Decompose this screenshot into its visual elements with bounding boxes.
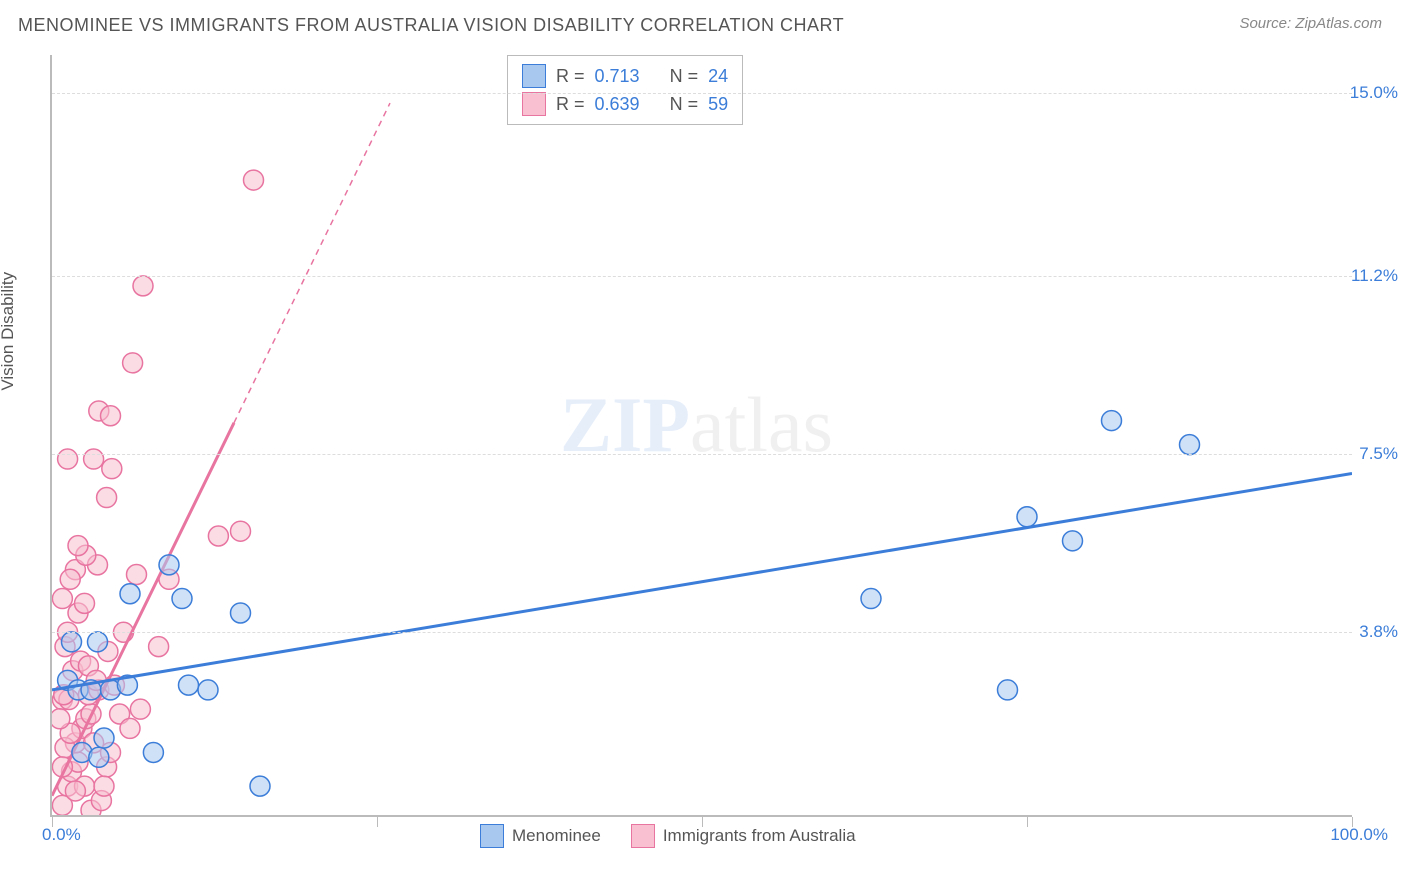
n-label: N = xyxy=(670,66,699,87)
legend-swatch-blue xyxy=(522,64,546,88)
legend-bottom: Menominee Immigrants from Australia xyxy=(480,824,856,848)
y-tick-label: 11.2% xyxy=(1351,266,1398,286)
n-label: N = xyxy=(670,94,699,115)
r-label: R = xyxy=(556,66,585,87)
legend-swatch-pink xyxy=(631,824,655,848)
legend-item-blue: Menominee xyxy=(480,824,601,848)
blue-n-value[interactable]: 24 xyxy=(708,66,728,87)
legend-item-pink: Immigrants from Australia xyxy=(631,824,856,848)
source-label: Source: ZipAtlas.com xyxy=(1239,15,1382,32)
x-tick-label: 100.0% xyxy=(1330,825,1388,845)
pink-r-value[interactable]: 0.639 xyxy=(595,94,640,115)
y-tick-label: 15.0% xyxy=(1350,83,1398,103)
legend-pink-label: Immigrants from Australia xyxy=(663,826,856,846)
chart-title: MENOMINEE VS IMMIGRANTS FROM AUSTRALIA V… xyxy=(18,15,844,36)
x-tick-label: 0.0% xyxy=(42,825,81,845)
y-axis-label: Vision Disability xyxy=(0,272,18,391)
r-label: R = xyxy=(556,94,585,115)
legend-stats-row-blue: R = 0.713 N = 24 xyxy=(522,62,728,90)
legend-swatch-pink xyxy=(522,92,546,116)
y-tick-label: 7.5% xyxy=(1359,444,1398,464)
chart-plot: R = 0.713 N = 24 R = 0.639 N = 59 xyxy=(50,55,1352,817)
legend-stats: R = 0.713 N = 24 R = 0.639 N = 59 xyxy=(507,55,743,125)
legend-blue-label: Menominee xyxy=(512,826,601,846)
legend-swatch-blue xyxy=(480,824,504,848)
y-tick-label: 3.8% xyxy=(1359,622,1398,642)
pink-n-value[interactable]: 59 xyxy=(708,94,728,115)
blue-r-value[interactable]: 0.713 xyxy=(595,66,640,87)
plot-svg xyxy=(52,55,1352,815)
